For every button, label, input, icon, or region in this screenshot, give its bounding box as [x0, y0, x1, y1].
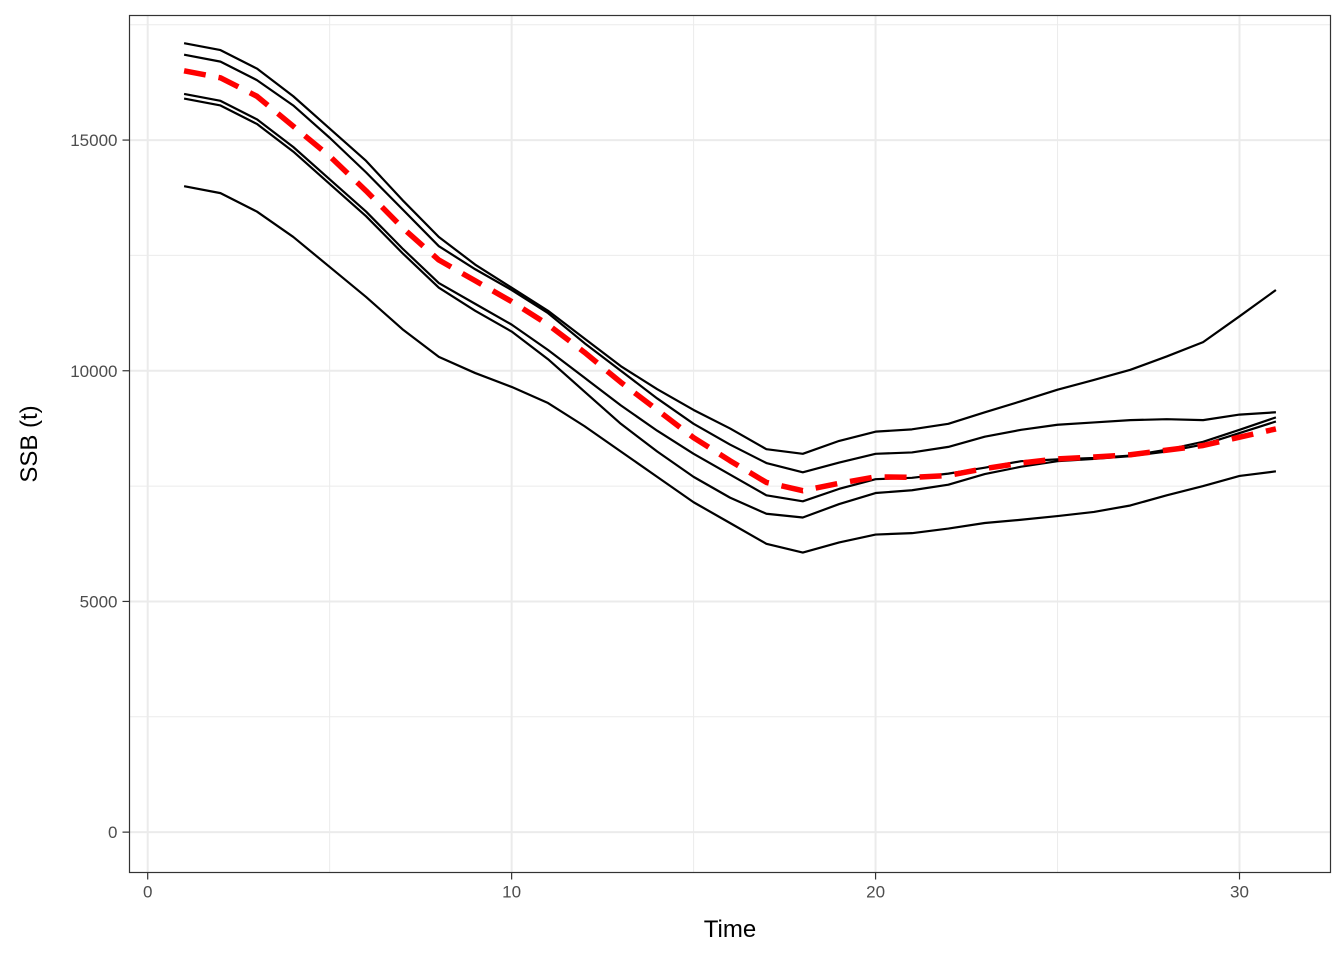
minor-gridlines — [129, 15, 1331, 873]
plot-panel-border — [128, 14, 1332, 874]
y-axis: 0 5000 10000 15000 — [70, 131, 130, 842]
x-tick-label: 0 — [143, 883, 152, 902]
y-tick-label: 15000 — [70, 131, 117, 150]
y-tick-label: 5000 — [80, 592, 118, 611]
x-tick-label: 20 — [866, 883, 885, 902]
x-axis-title: Time — [704, 916, 756, 943]
x-axis: 0 10 20 30 — [143, 872, 1249, 902]
y-axis-title: SSB (t) — [16, 405, 43, 482]
series-line-2 — [183, 53, 1276, 474]
y-tick-label: 0 — [108, 823, 117, 842]
series-line-5 — [183, 185, 1277, 554]
major-gridlines — [129, 15, 1331, 873]
series-layer — [183, 42, 1277, 554]
x-tick-label: 30 — [1230, 883, 1249, 902]
mean-series-line — [183, 68, 1277, 494]
x-tick-label: 10 — [502, 883, 521, 902]
series-line-1 — [183, 42, 1277, 455]
y-tick-label: 10000 — [70, 362, 117, 381]
